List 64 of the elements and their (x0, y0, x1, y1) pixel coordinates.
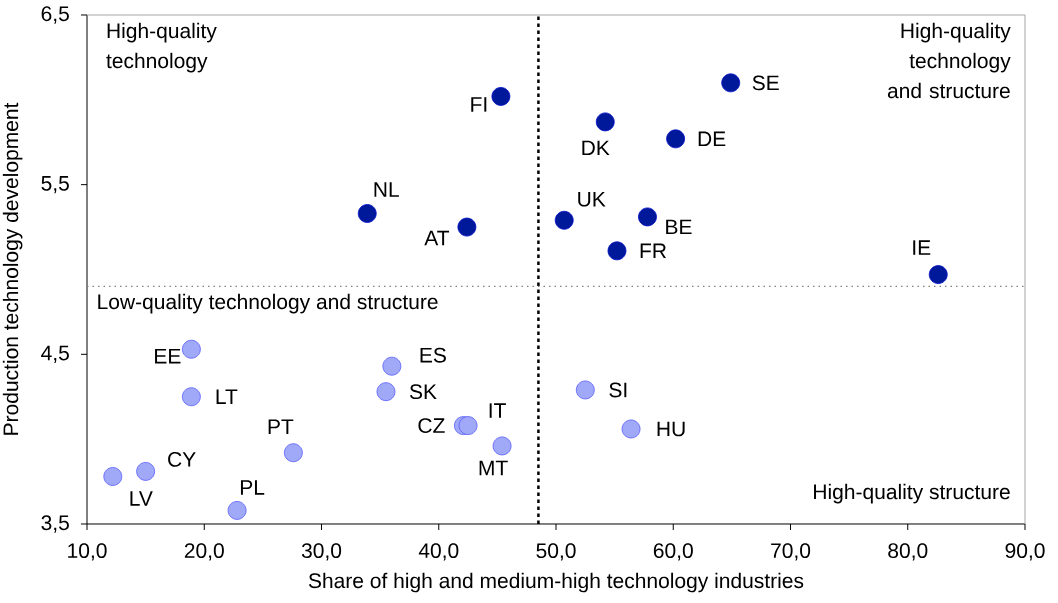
annotation: IT (489, 403, 506, 418)
y-tick-label: 5,5 (41, 176, 69, 194)
point (575, 380, 595, 400)
x-tick-label: 10,0 (68, 543, 107, 561)
point (103, 467, 123, 486)
x-tick-label: 20,0 (184, 543, 224, 561)
x-tick-label: 70,0 (771, 543, 811, 561)
annotation: PL (240, 480, 265, 495)
point (721, 73, 741, 93)
annotation: LT (216, 389, 238, 404)
x-tick-label: 80,0 (888, 543, 928, 561)
point (283, 443, 303, 463)
x-tick-label: 90,0 (1005, 543, 1045, 561)
y-tick-label: 3,5 (41, 515, 69, 533)
point (382, 356, 402, 376)
point (492, 436, 512, 456)
x-tick-label: 60,0 (653, 543, 693, 561)
annotation: EE (155, 349, 181, 364)
point (457, 217, 477, 237)
point (607, 241, 627, 261)
annotation: SI (609, 382, 627, 398)
annotation: SK (409, 384, 437, 400)
annotation: LV (130, 491, 153, 506)
annotation: FR (640, 243, 666, 259)
x-tick-label: 40,0 (418, 543, 459, 561)
annotation: PT (268, 419, 294, 434)
annotation: IE (913, 240, 931, 255)
point (554, 210, 574, 230)
annotation: HU (657, 421, 685, 437)
annotation: High-quality structure (814, 483, 1010, 504)
annotation: ES (420, 347, 446, 363)
annotation: SE (752, 75, 779, 91)
annotation: FI (471, 97, 487, 112)
y-tick-label: 6,5 (41, 6, 69, 24)
point (666, 129, 686, 149)
annotation: DE (698, 131, 726, 147)
point (491, 87, 511, 106)
annotation: BE (666, 219, 692, 235)
x-tick-label: 30,0 (301, 543, 342, 561)
point (638, 207, 657, 227)
annotation: MT (479, 460, 508, 476)
annotation: DK (582, 140, 610, 156)
annotation: Low-quality technology and structure (98, 293, 438, 314)
annotation: High-quality technology (106, 22, 217, 73)
annotation: NL (374, 182, 399, 197)
annotation: CY (168, 451, 196, 467)
point (458, 416, 478, 435)
point (227, 501, 247, 520)
y-tick-label: 4,5 (41, 345, 69, 363)
point (181, 339, 201, 359)
point (181, 387, 201, 407)
point (376, 382, 396, 402)
x-tick-label: 50,0 (536, 543, 576, 561)
annotation: High-quality technology and structure (887, 22, 1011, 99)
annotation: UK (578, 191, 606, 207)
annotation: AT (424, 230, 450, 246)
y-axis-title: Production technology development (2, 102, 23, 435)
point (357, 204, 377, 223)
point (928, 265, 948, 284)
annotation: CZ (418, 418, 445, 434)
point (621, 419, 641, 439)
point (136, 461, 156, 481)
x-axis-title: Share of high and medium-high technology industries (308, 572, 804, 593)
point (595, 112, 615, 132)
